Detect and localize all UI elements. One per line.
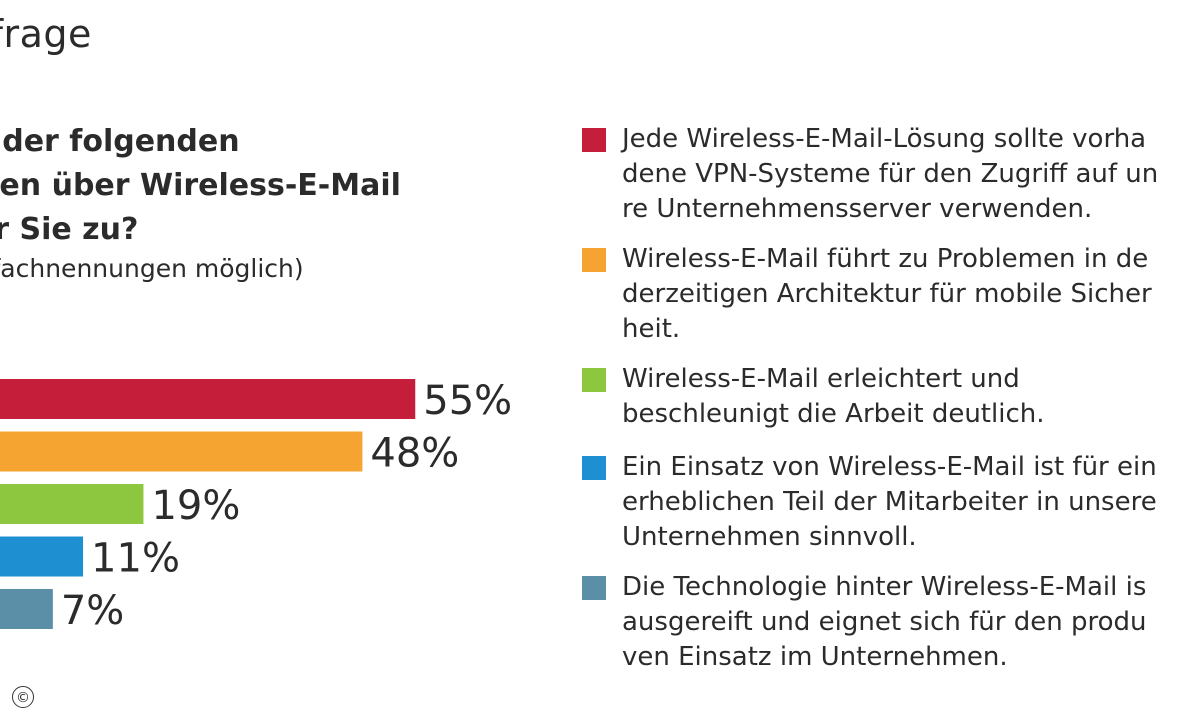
legend-label: Ein Einsatz von Wireless-E-Mail ist für … <box>622 450 1200 555</box>
question-line: ft für Sie zu? <box>0 212 139 247</box>
legend-label-line: beschleunigt die Arbeit deutlich. <box>622 399 1045 429</box>
legend-label-line: Unternehmen sinnvoll. <box>622 522 917 552</box>
legend-label-line: ven Einsatz im Unternehmen. <box>622 642 1008 672</box>
legend-label: Jede Wireless-E-Mail-Lösung sollte vorha… <box>622 122 1200 227</box>
legend-label-line: heit. <box>622 314 681 344</box>
legend-label-line: re Unternehmensserver verwenden. <box>622 194 1093 224</box>
legend-label-line: dene VPN-Systeme für den Zugriff auf un <box>622 159 1159 189</box>
legend-label-line: Wireless-E-Mail erleichtert und <box>622 364 1020 394</box>
legend-swatch <box>582 248 606 272</box>
bar <box>0 484 144 524</box>
copyright-icon: © <box>12 686 34 708</box>
chart-title: nfrage <box>0 12 92 56</box>
legend-swatch <box>582 368 606 392</box>
legend-label-line: Jede Wireless-E-Mail-Lösung sollte vorha <box>622 124 1147 154</box>
bar <box>0 589 53 629</box>
question-line: lche der folgenden <box>0 124 240 159</box>
bar-value-label: 55% <box>423 378 512 424</box>
legend-label: Die Technologie hinter Wireless-E-Mail i… <box>622 570 1200 675</box>
legend-label-line: Wireless-E-Mail führt zu Problemen in de <box>622 244 1149 274</box>
legend-swatch <box>582 128 606 152</box>
bar <box>0 431 363 472</box>
legend-swatch <box>582 576 606 600</box>
question-line: ssagen über Wireless-E-Mail <box>0 168 401 203</box>
bar-value-label: 48% <box>370 431 459 477</box>
multiple-answers-note: ehrfachnennungen möglich) <box>0 254 304 283</box>
legend-label: Wireless-E-Mail erleichtert und beschleun… <box>622 362 1200 432</box>
legend-label-line: Die Technologie hinter Wireless-E-Mail i… <box>622 572 1147 602</box>
legend-label-line: ausgereift und eignet sich für den produ <box>622 607 1147 637</box>
bar-value-label: 11% <box>91 536 180 582</box>
legend-label: Wireless-E-Mail führt zu Problemen in de… <box>622 242 1200 347</box>
bar-chart: 55% 48% 19% 11% 7% <box>0 378 512 634</box>
legend-label-line: Ein Einsatz von Wireless-E-Mail ist für … <box>622 452 1157 482</box>
bar <box>0 536 84 577</box>
survey-question: lche der folgenden ssagen über Wireless-… <box>0 120 482 252</box>
bar-value-label: 7% <box>61 588 124 634</box>
legend-label-line: derzeitigen Architektur für mobile Siche… <box>622 279 1152 309</box>
legend-label-line: erheblichen Teil der Mitarbeiter in unse… <box>622 487 1157 517</box>
bar <box>0 379 416 419</box>
bar-value-label: 19% <box>151 483 240 529</box>
legend-swatch <box>582 456 606 480</box>
